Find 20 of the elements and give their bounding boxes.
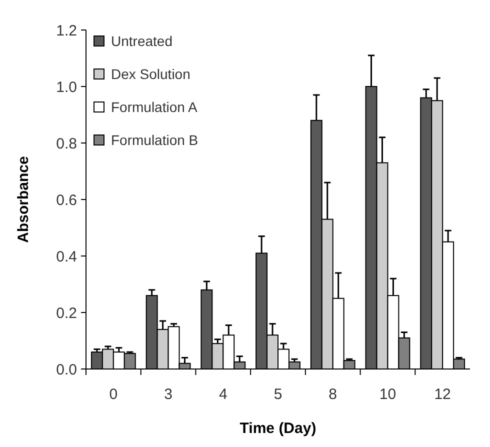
legend-label: Dex Solution — [111, 66, 190, 82]
y-tick-label: 0.0 — [56, 361, 77, 378]
x-tick-label: 10 — [379, 386, 396, 403]
y-tick-label: 1.2 — [56, 22, 77, 40]
y-tick-label: 0.4 — [56, 248, 77, 266]
y-tick-label: 0.6 — [56, 192, 77, 209]
legend-label: Formulation A — [111, 99, 198, 115]
legend-label: Formulation B — [111, 132, 198, 148]
legend-label: Untreated — [111, 33, 172, 49]
x-axis-title: Time (Day) — [240, 420, 316, 437]
y-axis-title: Absorbance — [15, 156, 32, 243]
x-tick-label: 5 — [274, 386, 282, 403]
x-tick-label: 8 — [328, 386, 338, 403]
y-tick-label: 0.2 — [56, 304, 77, 322]
x-tick-label: 12 — [434, 386, 451, 403]
x-tick-label: 0 — [109, 386, 118, 403]
y-tick-label: 0.8 — [56, 135, 77, 152]
y-tick-label: 1.0 — [56, 78, 77, 96]
x-tick-label: 3 — [164, 386, 172, 403]
x-tick-label: 4 — [218, 386, 228, 403]
